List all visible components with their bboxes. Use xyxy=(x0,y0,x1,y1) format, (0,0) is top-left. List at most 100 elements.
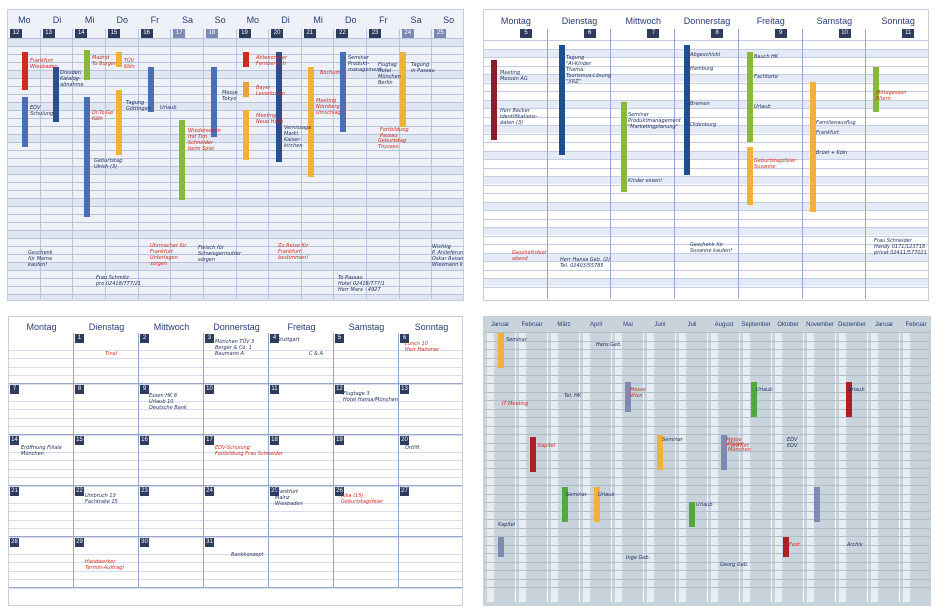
date-number: 9 xyxy=(140,385,149,394)
cell-line xyxy=(74,400,138,402)
note-text: Urlaub xyxy=(756,387,773,393)
date-number: 21 xyxy=(10,487,19,496)
day-line xyxy=(484,561,930,563)
cell-line xyxy=(74,468,138,470)
day-divider xyxy=(674,29,676,299)
cell-line xyxy=(9,366,73,368)
cell-line xyxy=(399,460,462,461)
day-header: Mo xyxy=(18,15,31,25)
event-bar xyxy=(721,435,727,470)
day-line xyxy=(484,536,930,537)
month-header: April xyxy=(589,322,602,328)
cell-line xyxy=(399,511,462,512)
row-band xyxy=(484,176,928,184)
note-text: Georg Geb. xyxy=(720,562,749,568)
day-line xyxy=(484,391,930,393)
day-cell xyxy=(269,486,334,538)
cell-line xyxy=(74,485,138,487)
day-header: Fr xyxy=(150,15,160,25)
cell-line xyxy=(74,553,138,555)
day-header: Donnerstag xyxy=(683,16,731,26)
cell-line xyxy=(269,579,333,580)
note-text: Seminar xyxy=(566,492,587,498)
day-cell xyxy=(204,486,269,538)
week-strip xyxy=(615,332,622,602)
note-text: Frankfurt Mainz Wiesbaden xyxy=(275,489,303,507)
cell-line xyxy=(9,502,73,504)
date-number: 19 xyxy=(238,29,251,38)
day-line xyxy=(484,417,930,418)
cell-line xyxy=(399,587,462,589)
row-line xyxy=(484,159,928,160)
event-bar xyxy=(559,45,565,155)
day-cell xyxy=(74,384,139,436)
week-strip xyxy=(903,332,910,602)
note-text: Fleisch für Schwiegermutter sorgen xyxy=(198,245,242,263)
date-number: 16 xyxy=(140,436,149,445)
cell-line xyxy=(204,426,268,427)
day-divider xyxy=(268,29,270,299)
date-number: 3 xyxy=(205,334,214,343)
day-cell xyxy=(74,537,139,589)
cell-line xyxy=(399,375,462,376)
cell-line xyxy=(399,434,462,436)
cell-line xyxy=(9,528,73,529)
cell-line xyxy=(74,426,138,427)
date-number: 20 xyxy=(400,436,409,445)
month-header: Februar xyxy=(521,322,543,328)
note-text: Oldenburg xyxy=(690,122,717,128)
month-header: Juni xyxy=(654,322,666,328)
event-bar xyxy=(621,102,627,192)
day-cell xyxy=(334,486,399,538)
date-number: 13 xyxy=(400,385,409,394)
cell-line xyxy=(9,587,73,589)
cell-line xyxy=(204,417,268,419)
day-header: Samstag xyxy=(816,16,853,26)
cell-line xyxy=(139,485,203,487)
cell-line xyxy=(204,366,268,368)
event-bar xyxy=(340,52,346,132)
month-divider xyxy=(899,332,900,602)
day-header: Di xyxy=(281,15,290,25)
cell-line xyxy=(269,511,333,512)
cell-line xyxy=(399,536,462,538)
day-cell xyxy=(139,435,204,487)
cell-line xyxy=(334,366,398,368)
event-bar xyxy=(243,110,249,160)
cell-line xyxy=(74,358,138,359)
cell-line xyxy=(139,349,203,351)
date-number: 17 xyxy=(173,29,186,38)
day-line xyxy=(484,425,930,427)
row-line xyxy=(484,235,928,237)
cell-line xyxy=(74,349,138,351)
day-cell xyxy=(204,333,269,385)
cell-line xyxy=(399,579,462,580)
date-number: 7 xyxy=(10,385,19,394)
cell-line xyxy=(74,579,138,580)
month-divider xyxy=(867,332,868,602)
cell-line xyxy=(204,451,268,453)
date-number: 5 xyxy=(335,334,344,343)
note-text: IT Meeting xyxy=(502,401,529,407)
day-cell xyxy=(139,333,204,385)
note-text: Hans Geb. xyxy=(596,342,622,348)
date-number: 29 xyxy=(75,538,84,547)
month-divider xyxy=(803,332,804,602)
day-divider xyxy=(333,29,335,299)
day-cell xyxy=(334,537,399,589)
date-number: 12 xyxy=(10,29,22,38)
month-divider xyxy=(675,332,676,602)
row-line xyxy=(484,108,928,109)
note-text: C & A xyxy=(309,351,323,357)
day-cell xyxy=(269,333,334,385)
day-divider xyxy=(431,29,433,299)
month-header: Mai xyxy=(623,322,633,328)
day-header: Sonntag xyxy=(414,322,449,332)
note-text: Geschäftsfest abend xyxy=(512,250,547,262)
cell-line xyxy=(334,460,398,461)
date-number: 7 xyxy=(647,29,660,38)
cell-line xyxy=(334,434,398,436)
cell-line xyxy=(9,375,73,376)
row-line xyxy=(484,252,928,254)
event-bar xyxy=(84,97,90,217)
